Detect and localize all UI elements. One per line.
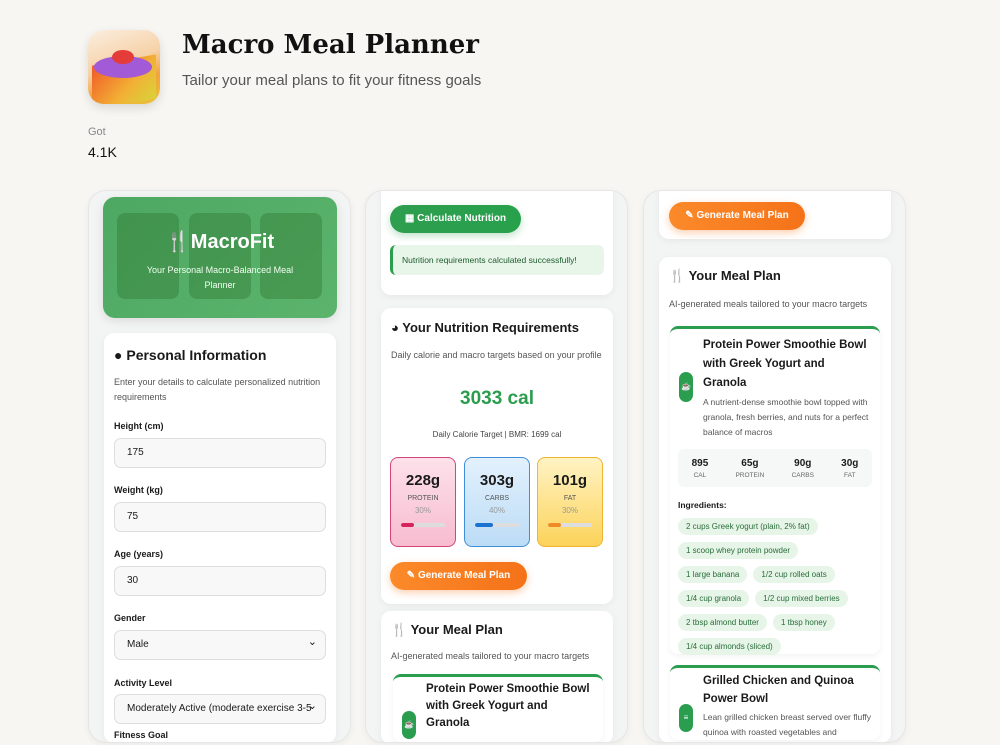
age-label: Age (years) bbox=[114, 549, 164, 559]
ingredient-chip: 1 large banana bbox=[678, 566, 748, 583]
user-circle-icon: ● bbox=[114, 347, 123, 363]
personal-info-desc: Enter your details to calculate personal… bbox=[114, 377, 321, 402]
generate-card: ✎ Generate Meal Plan bbox=[659, 191, 891, 239]
ingredient-chip: 1 tbsp honey bbox=[772, 614, 835, 631]
hero-tagline: Your Personal Macro-Balanced Meal Planne… bbox=[146, 265, 294, 290]
ingredient-chip: 1/2 cup rolled oats bbox=[753, 566, 835, 583]
got-label: Got bbox=[88, 126, 106, 138]
meal-title: Protein Power Smoothie Bowl with Greek Y… bbox=[426, 683, 590, 729]
utensils-icon: 🍴 bbox=[165, 231, 191, 253]
meal-card[interactable]: Grilled Chicken and Quinoa Power Bowl ≡ … bbox=[670, 665, 880, 740]
ingredients-label: Ingredients: bbox=[678, 500, 727, 510]
ingredient-chip: 1/4 cup granola bbox=[678, 590, 750, 607]
pie-chart-icon: ◕ bbox=[391, 320, 399, 335]
stat-calories: 895 CAL bbox=[691, 457, 709, 479]
personal-info-heading: ● Personal Information bbox=[114, 347, 267, 363]
calorie-target-text: Daily Calorie Target | BMR: 1699 cal bbox=[432, 430, 562, 439]
gender-select[interactable]: Male bbox=[114, 628, 326, 660]
pencil-icon: ✎ bbox=[406, 570, 416, 581]
generate-meal-plan-button[interactable]: ✎ Generate Meal Plan bbox=[390, 562, 527, 590]
coffee-icon: ☕ bbox=[402, 711, 416, 739]
fat-progress bbox=[548, 523, 592, 527]
meal-plan-desc: AI-generated meals tailored to your macr… bbox=[391, 651, 590, 661]
calculate-nutrition-button[interactable]: ▦ Calculate Nutrition bbox=[390, 205, 521, 233]
success-message: Nutrition requirements calculated succes… bbox=[390, 245, 604, 275]
utensils-icon: 🍴 bbox=[669, 268, 686, 283]
brand-name: MacroFit bbox=[190, 231, 275, 253]
stat-protein: 65g PROTEIN bbox=[735, 457, 765, 479]
screen-nutrition: ▦ Calculate Nutrition Nutrition requirem… bbox=[365, 190, 628, 743]
stat-carbs: 90g CARBS bbox=[791, 457, 814, 479]
calculator-icon: ▦ bbox=[404, 213, 415, 224]
meal-title: Protein Power Smoothie Bowl with Greek Y… bbox=[703, 339, 867, 389]
weight-label: Weight (kg) bbox=[114, 485, 163, 495]
requirements-desc: Daily calorie and macro targets based on… bbox=[391, 350, 602, 360]
macro-fat: 101g FAT 30% bbox=[537, 457, 603, 547]
meal-stats: 895 CAL 65g PROTEIN 90g CARBS 30g FAT bbox=[678, 449, 872, 487]
app-title: Macro Meal Planner bbox=[182, 30, 479, 60]
requirements-card: ◕ Your Nutrition Requirements Daily calo… bbox=[381, 308, 613, 604]
ingredients-list: 2 cups Greek yogurt (plain, 2% fat) 1 sc… bbox=[678, 516, 868, 660]
meal-card[interactable]: Protein Power Smoothie Bowl with Greek Y… bbox=[393, 674, 603, 742]
protein-progress bbox=[401, 523, 445, 527]
meal-plan-card: 🍴 Your Meal Plan AI-generated meals tail… bbox=[381, 611, 613, 742]
meal-plan-card: 🍴 Your Meal Plan AI-generated meals tail… bbox=[659, 257, 891, 742]
height-input[interactable]: 175 bbox=[114, 438, 326, 468]
ingredient-chip: 1/2 cup mixed berries bbox=[755, 590, 848, 607]
coffee-icon: ☕ bbox=[679, 372, 693, 402]
requirements-heading: ◕ Your Nutrition Requirements bbox=[391, 320, 579, 335]
activity-label: Activity Level bbox=[114, 678, 173, 688]
meal-plan-desc: AI-generated meals tailored to your macr… bbox=[669, 299, 868, 309]
height-label: Height (cm) bbox=[114, 421, 164, 431]
gender-label: Gender bbox=[114, 613, 146, 623]
utensils-icon: 🍴 bbox=[391, 622, 408, 637]
age-input[interactable]: 30 bbox=[114, 566, 326, 596]
macro-protein: 228g PROTEIN 30% bbox=[390, 457, 456, 547]
ingredient-chip: 1 scoop whey protein powder bbox=[678, 542, 799, 559]
meal-desc: Lean grilled chicken breast served over … bbox=[703, 712, 872, 737]
goal-label: Fitness Goal bbox=[114, 730, 169, 740]
burger-icon: ≡ bbox=[679, 704, 693, 732]
screen-personal-info: 🍴MacroFit Your Personal Macro-Balanced M… bbox=[88, 190, 351, 743]
got-count: 4.1K bbox=[88, 144, 117, 160]
macro-carbs: 303g CARBS 40% bbox=[464, 457, 530, 547]
generate-meal-plan-button[interactable]: ✎ Generate Meal Plan bbox=[669, 202, 805, 230]
stat-fat: 30g FAT bbox=[841, 457, 859, 479]
meal-desc: A nutrient-dense smoothie bowl topped wi… bbox=[703, 397, 869, 437]
meal-plan-heading: 🍴 Your Meal Plan bbox=[391, 622, 503, 637]
activity-select[interactable]: Moderately Active (moderate exercise 3-5 bbox=[114, 694, 326, 724]
carbs-progress bbox=[475, 523, 519, 527]
pencil-icon: ✎ bbox=[685, 210, 694, 221]
ingredient-chip: 2 tbsp almond butter bbox=[678, 614, 767, 631]
screen-meal-plan: ✎ Generate Meal Plan 🍴 Your Meal Plan AI… bbox=[643, 190, 906, 743]
calculate-card: ▦ Calculate Nutrition Nutrition requirem… bbox=[381, 191, 613, 295]
ingredient-chip: 2 cups Greek yogurt (plain, 2% fat) bbox=[678, 518, 818, 535]
meal-card[interactable]: Protein Power Smoothie Bowl with Greek Y… bbox=[670, 326, 880, 655]
meal-plan-heading: 🍴 Your Meal Plan bbox=[669, 268, 781, 283]
meal-title: Grilled Chicken and Quinoa Power Bowl bbox=[703, 675, 854, 705]
app-subtitle: Tailor your meal plans to fit your fitne… bbox=[182, 72, 482, 89]
app-icon bbox=[88, 30, 160, 104]
ingredient-chip: 1/4 cup almonds (sliced) bbox=[678, 638, 781, 655]
calorie-total: 3033 cal bbox=[460, 388, 534, 409]
weight-input[interactable]: 75 bbox=[114, 502, 326, 532]
hero-banner: 🍴MacroFit Your Personal Macro-Balanced M… bbox=[103, 197, 337, 318]
personal-info-card: ● Personal Information Enter your detail… bbox=[104, 333, 336, 742]
